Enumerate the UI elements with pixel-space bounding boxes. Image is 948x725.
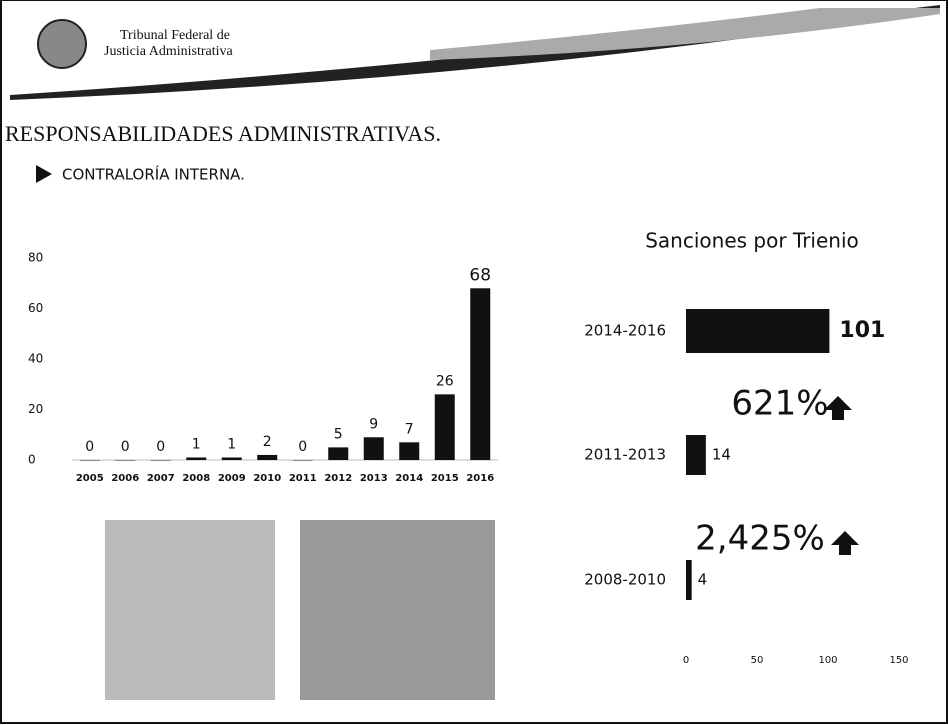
value-label: 26 xyxy=(436,373,454,389)
x-tick-label: 50 xyxy=(751,655,764,666)
x-tick-label: 2012 xyxy=(324,473,352,484)
y-tick-label: 2008-2010 xyxy=(584,571,666,589)
logo xyxy=(37,19,87,69)
chart-title: Sanciones por Trienio xyxy=(645,229,859,253)
value-label: 4 xyxy=(698,571,708,589)
value-label: 0 xyxy=(85,439,94,455)
institution: Justicia Administrativa xyxy=(104,44,233,59)
photo xyxy=(300,520,495,700)
value-label: 7 xyxy=(405,421,414,437)
bar xyxy=(257,454,278,460)
bar xyxy=(292,460,313,461)
y-tick-label: 2011-2013 xyxy=(584,446,666,464)
annotation: 621% xyxy=(731,384,828,424)
x-tick-label: 2013 xyxy=(360,473,388,484)
institution: Tribunal Federal de xyxy=(120,28,230,43)
y-tick-label: 0 xyxy=(28,453,36,467)
y-tick-label: 80 xyxy=(28,251,43,265)
x-tick-label: 150 xyxy=(889,655,908,666)
x-tick-label: 100 xyxy=(818,655,837,666)
y-tick-label: 40 xyxy=(28,352,43,366)
up-arrow xyxy=(824,396,852,420)
bar xyxy=(115,460,136,461)
y-tick-label: 20 xyxy=(28,402,43,416)
photo xyxy=(105,520,275,700)
value-label: 9 xyxy=(369,416,378,432)
value-label: 1 xyxy=(227,436,236,452)
value-label: 0 xyxy=(298,439,307,455)
x-tick-label: 2011 xyxy=(289,473,317,484)
x-tick-label: 2008 xyxy=(182,473,210,484)
bar xyxy=(186,457,207,460)
x-tick-label: 2005 xyxy=(76,473,104,484)
annotation: 2,425% xyxy=(695,519,825,559)
bar xyxy=(221,457,242,460)
x-tick-label: 2014 xyxy=(395,473,423,484)
value-label: 14 xyxy=(712,446,731,464)
x-tick-label: 2009 xyxy=(218,473,246,484)
value-label: 5 xyxy=(334,426,343,442)
bar xyxy=(434,394,455,460)
value-label: 101 xyxy=(839,318,885,343)
decor-swoosh xyxy=(430,8,940,60)
bar xyxy=(470,288,491,460)
x-tick-label: 2010 xyxy=(253,473,281,484)
bar xyxy=(399,442,420,460)
y-tick-label: 2014-2016 xyxy=(584,322,666,340)
slide-subtitle: CONTRALORÍA INTERNA. xyxy=(62,165,245,184)
bar xyxy=(686,560,692,600)
value-label: 2 xyxy=(263,434,272,450)
x-tick-label: 2007 xyxy=(147,473,175,484)
bar xyxy=(686,309,830,353)
up-arrow xyxy=(831,531,859,555)
bar xyxy=(79,460,100,461)
slide-title: RESPONSABILIDADES ADMINISTRATIVAS. xyxy=(5,121,441,146)
x-tick-label: 2006 xyxy=(111,473,139,484)
x-tick-label: 0 xyxy=(683,655,689,666)
x-tick-label: 2016 xyxy=(466,473,494,484)
bar xyxy=(328,447,349,460)
bar xyxy=(150,460,171,461)
bar xyxy=(686,435,706,475)
value-label: 0 xyxy=(156,439,165,455)
decor-swoosh xyxy=(10,5,940,100)
value-label: 1 xyxy=(192,436,201,452)
value-label: 68 xyxy=(469,265,491,285)
bullet xyxy=(36,165,52,183)
y-tick-label: 60 xyxy=(28,301,43,315)
bar xyxy=(363,437,384,460)
x-tick-label: 2015 xyxy=(431,473,459,484)
value-label: 0 xyxy=(121,439,130,455)
